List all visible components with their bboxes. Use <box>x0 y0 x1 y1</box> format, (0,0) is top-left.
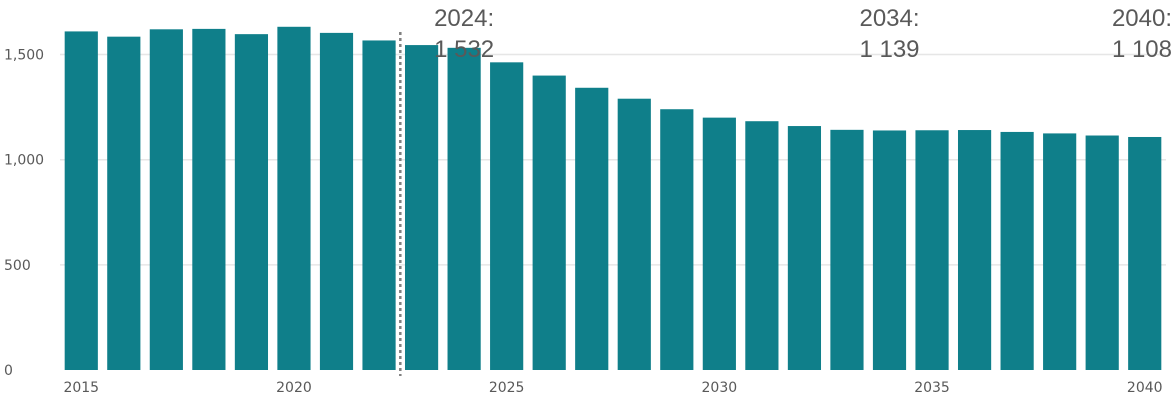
bar-2027 <box>575 87 609 371</box>
bar-2026 <box>532 75 566 371</box>
bar-2033 <box>830 129 864 370</box>
bar-2015 <box>64 31 98 371</box>
bar-2016 <box>107 36 141 370</box>
bar-2024 <box>447 47 481 370</box>
bar-2020 <box>277 26 311 370</box>
y-tick-label: 1,500 <box>4 48 44 64</box>
bar-2028 <box>617 98 651 370</box>
bar-2030 <box>702 117 736 371</box>
annotation-year: 2024: <box>434 5 494 32</box>
x-tick-label: 2035 <box>914 380 950 396</box>
bar-2019 <box>234 34 269 371</box>
annotation-year: 2040: <box>1112 5 1172 32</box>
bar-2036 <box>957 130 992 370</box>
bar-2037 <box>1000 131 1034 370</box>
bar-2021 <box>319 32 354 370</box>
annotation-value: 1 108 <box>1112 36 1172 63</box>
x-tick-label: 2040 <box>1127 380 1163 396</box>
bar-2035 <box>915 130 949 370</box>
y-tick-label: 0 <box>4 363 13 379</box>
annotation-value: 1 532 <box>434 36 494 63</box>
bar-2025 <box>490 62 524 371</box>
bar-2017 <box>149 29 183 371</box>
bar-2029 <box>660 109 694 370</box>
bar-2034 <box>872 130 907 370</box>
bar-2018 <box>192 28 226 370</box>
bar-2032 <box>787 126 822 370</box>
x-tick-label: 2025 <box>489 380 525 396</box>
annotation-year: 2034: <box>859 5 919 32</box>
bar-2031 <box>745 121 779 370</box>
x-tick-label: 2020 <box>276 380 312 396</box>
x-tick-label: 2030 <box>702 380 738 396</box>
bar-2040 <box>1128 136 1162 370</box>
y-tick-label: 500 <box>4 258 31 274</box>
bar-2022 <box>362 40 396 371</box>
x-tick-label: 2015 <box>63 380 99 396</box>
annotation-value: 1 139 <box>859 36 919 63</box>
annotations: 2024: 1 532 2034: 1 139 2040: 1 108 <box>434 5 1172 63</box>
gridlines <box>60 53 1166 266</box>
bar-2023 <box>404 45 439 370</box>
bar-2038 <box>1043 133 1077 370</box>
x-axis-ticks: 2015 2020 2025 2030 2035 2040 <box>63 380 1162 396</box>
bars <box>64 26 1162 371</box>
y-axis-ticks: 0 500 1,000 1,500 <box>4 48 44 379</box>
y-tick-label: 1,000 <box>4 153 44 169</box>
bar-2039 <box>1085 135 1119 370</box>
